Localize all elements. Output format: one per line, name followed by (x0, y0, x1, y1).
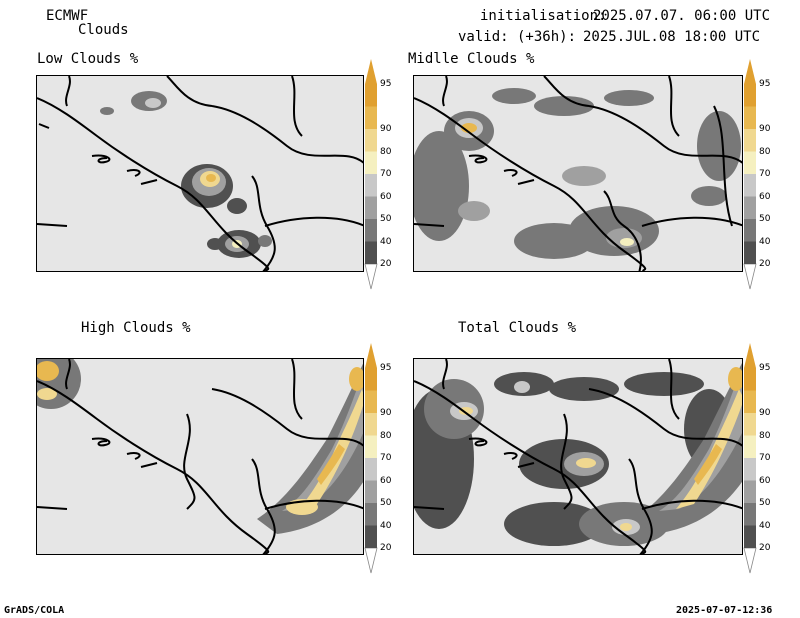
high-clouds-map (36, 358, 364, 555)
colorbar-level-label: 20 (380, 543, 392, 553)
colorbar-segment (365, 174, 377, 197)
total-clouds-title: Total Clouds % (458, 320, 577, 336)
colorbar-segment (365, 129, 377, 152)
colorbar-segment (365, 219, 377, 242)
footer-timestamp: 2025-07-07-12:36 (676, 605, 773, 616)
colorbar-segment (365, 525, 377, 548)
colorbar-level-label: 95 (380, 363, 392, 373)
colorbar-level-label: 70 (759, 169, 771, 179)
colorbar-segment (744, 174, 756, 197)
colorbar-segment (744, 503, 756, 526)
colorbar-level-label: 80 (759, 146, 771, 157)
total-clouds-map (413, 358, 743, 555)
high-clouds-title: High Clouds % (81, 320, 191, 336)
colorbar-segment (365, 413, 377, 436)
colorbar-level-label: 90 (759, 124, 771, 134)
colorbar-level-label: 40 (759, 520, 771, 531)
colorbar-level-label: 20 (759, 543, 771, 553)
init-label: initialisation: (480, 8, 607, 24)
colorbar-segment (365, 241, 377, 264)
colorbar-low-tip (743, 547, 757, 574)
colorbar-segment (365, 106, 377, 129)
colorbar-level-label: 20 (380, 259, 392, 269)
colorbar-level-label: 40 (380, 236, 392, 247)
colorbar-graphic (364, 343, 378, 574)
colorbar-segment (744, 106, 756, 129)
colorbar-level-label: 80 (380, 146, 392, 157)
colorbar-segment (744, 129, 756, 152)
colorbar-low-tip (743, 263, 757, 290)
colorbar-level-label: 50 (759, 214, 771, 224)
total-clouds-field (414, 359, 742, 554)
colorbar-level-label: 50 (380, 214, 392, 224)
middle-clouds-title: Midlle Clouds % (408, 51, 535, 67)
colorbar-segment (744, 390, 756, 413)
colorbar-segment (365, 390, 377, 413)
colorbar-top-tip (365, 343, 377, 391)
low-clouds-colorbar: 20 40 50 60 70 80 90 95 (364, 58, 404, 290)
colorbar-segment (744, 413, 756, 436)
low-clouds-title: Low Clouds % (37, 51, 139, 67)
colorbar-level-label: 60 (380, 475, 392, 486)
colorbar-level-label: 80 (759, 430, 771, 441)
colorbar-graphic (364, 59, 378, 290)
colorbar-level-label: 95 (380, 79, 392, 89)
colorbar-graphic (743, 343, 757, 574)
footer-software: GrADS/COLA (4, 605, 65, 616)
low-clouds-map (36, 75, 364, 272)
colorbar-segment (744, 196, 756, 219)
colorbar-segment (365, 503, 377, 526)
colorbar-level-label: 95 (759, 363, 771, 373)
colorbar-level-label: 90 (759, 408, 771, 418)
colorbar-segment (365, 480, 377, 503)
colorbar-level-label: 95 (759, 79, 771, 89)
colorbar-segment (744, 480, 756, 503)
colorbar-level-label: 70 (380, 169, 392, 179)
colorbar-top-tip (365, 59, 377, 107)
low-clouds-field (37, 76, 363, 271)
valid-value: 2025.JUL.08 18:00 UTC (583, 29, 761, 45)
colorbar-level-label: 70 (380, 453, 392, 463)
colorbar-segment (744, 151, 756, 174)
model-name: ECMWF (46, 8, 89, 24)
middle-clouds-field (414, 76, 742, 271)
colorbar-segment (744, 241, 756, 264)
colorbar-level-label: 60 (759, 475, 771, 486)
valid-label: valid: (+36h): (458, 29, 577, 45)
colorbar-segment (365, 151, 377, 174)
colorbar-level-label: 50 (380, 498, 392, 508)
colorbar-segment (744, 525, 756, 548)
high-clouds-field (37, 359, 363, 554)
colorbar-level-label: 80 (380, 430, 392, 441)
colorbar-level-label: 70 (759, 453, 771, 463)
colorbar-segment (365, 458, 377, 481)
middle-clouds-map (413, 75, 743, 272)
colorbar-level-label: 90 (380, 408, 392, 418)
colorbar-level-label: 60 (759, 191, 771, 202)
high-clouds-colorbar: 20 40 50 60 70 80 90 95 (364, 342, 404, 574)
colorbar-graphic (743, 59, 757, 290)
total-clouds-colorbar: 20 40 50 60 70 80 90 95 (743, 342, 783, 574)
colorbar-low-tip (364, 547, 378, 574)
colorbar-level-label: 90 (380, 124, 392, 134)
colorbar-level-label: 20 (759, 259, 771, 269)
colorbar-level-label: 40 (380, 520, 392, 531)
colorbar-level-label: 60 (380, 191, 392, 202)
colorbar-top-tip (744, 343, 756, 391)
init-value: 2025.07.07. 06:00 UTC (593, 8, 771, 24)
colorbar-segment (744, 458, 756, 481)
colorbar-segment (365, 196, 377, 219)
colorbar-level-label: 40 (759, 236, 771, 247)
product-name: Clouds (78, 22, 129, 38)
colorbar-low-tip (364, 263, 378, 290)
colorbar-segment (744, 435, 756, 458)
middle-clouds-colorbar: 20 40 50 60 70 80 90 95 (743, 58, 783, 290)
colorbar-top-tip (744, 59, 756, 107)
colorbar-segment (744, 219, 756, 242)
colorbar-level-label: 50 (759, 498, 771, 508)
colorbar-segment (365, 435, 377, 458)
